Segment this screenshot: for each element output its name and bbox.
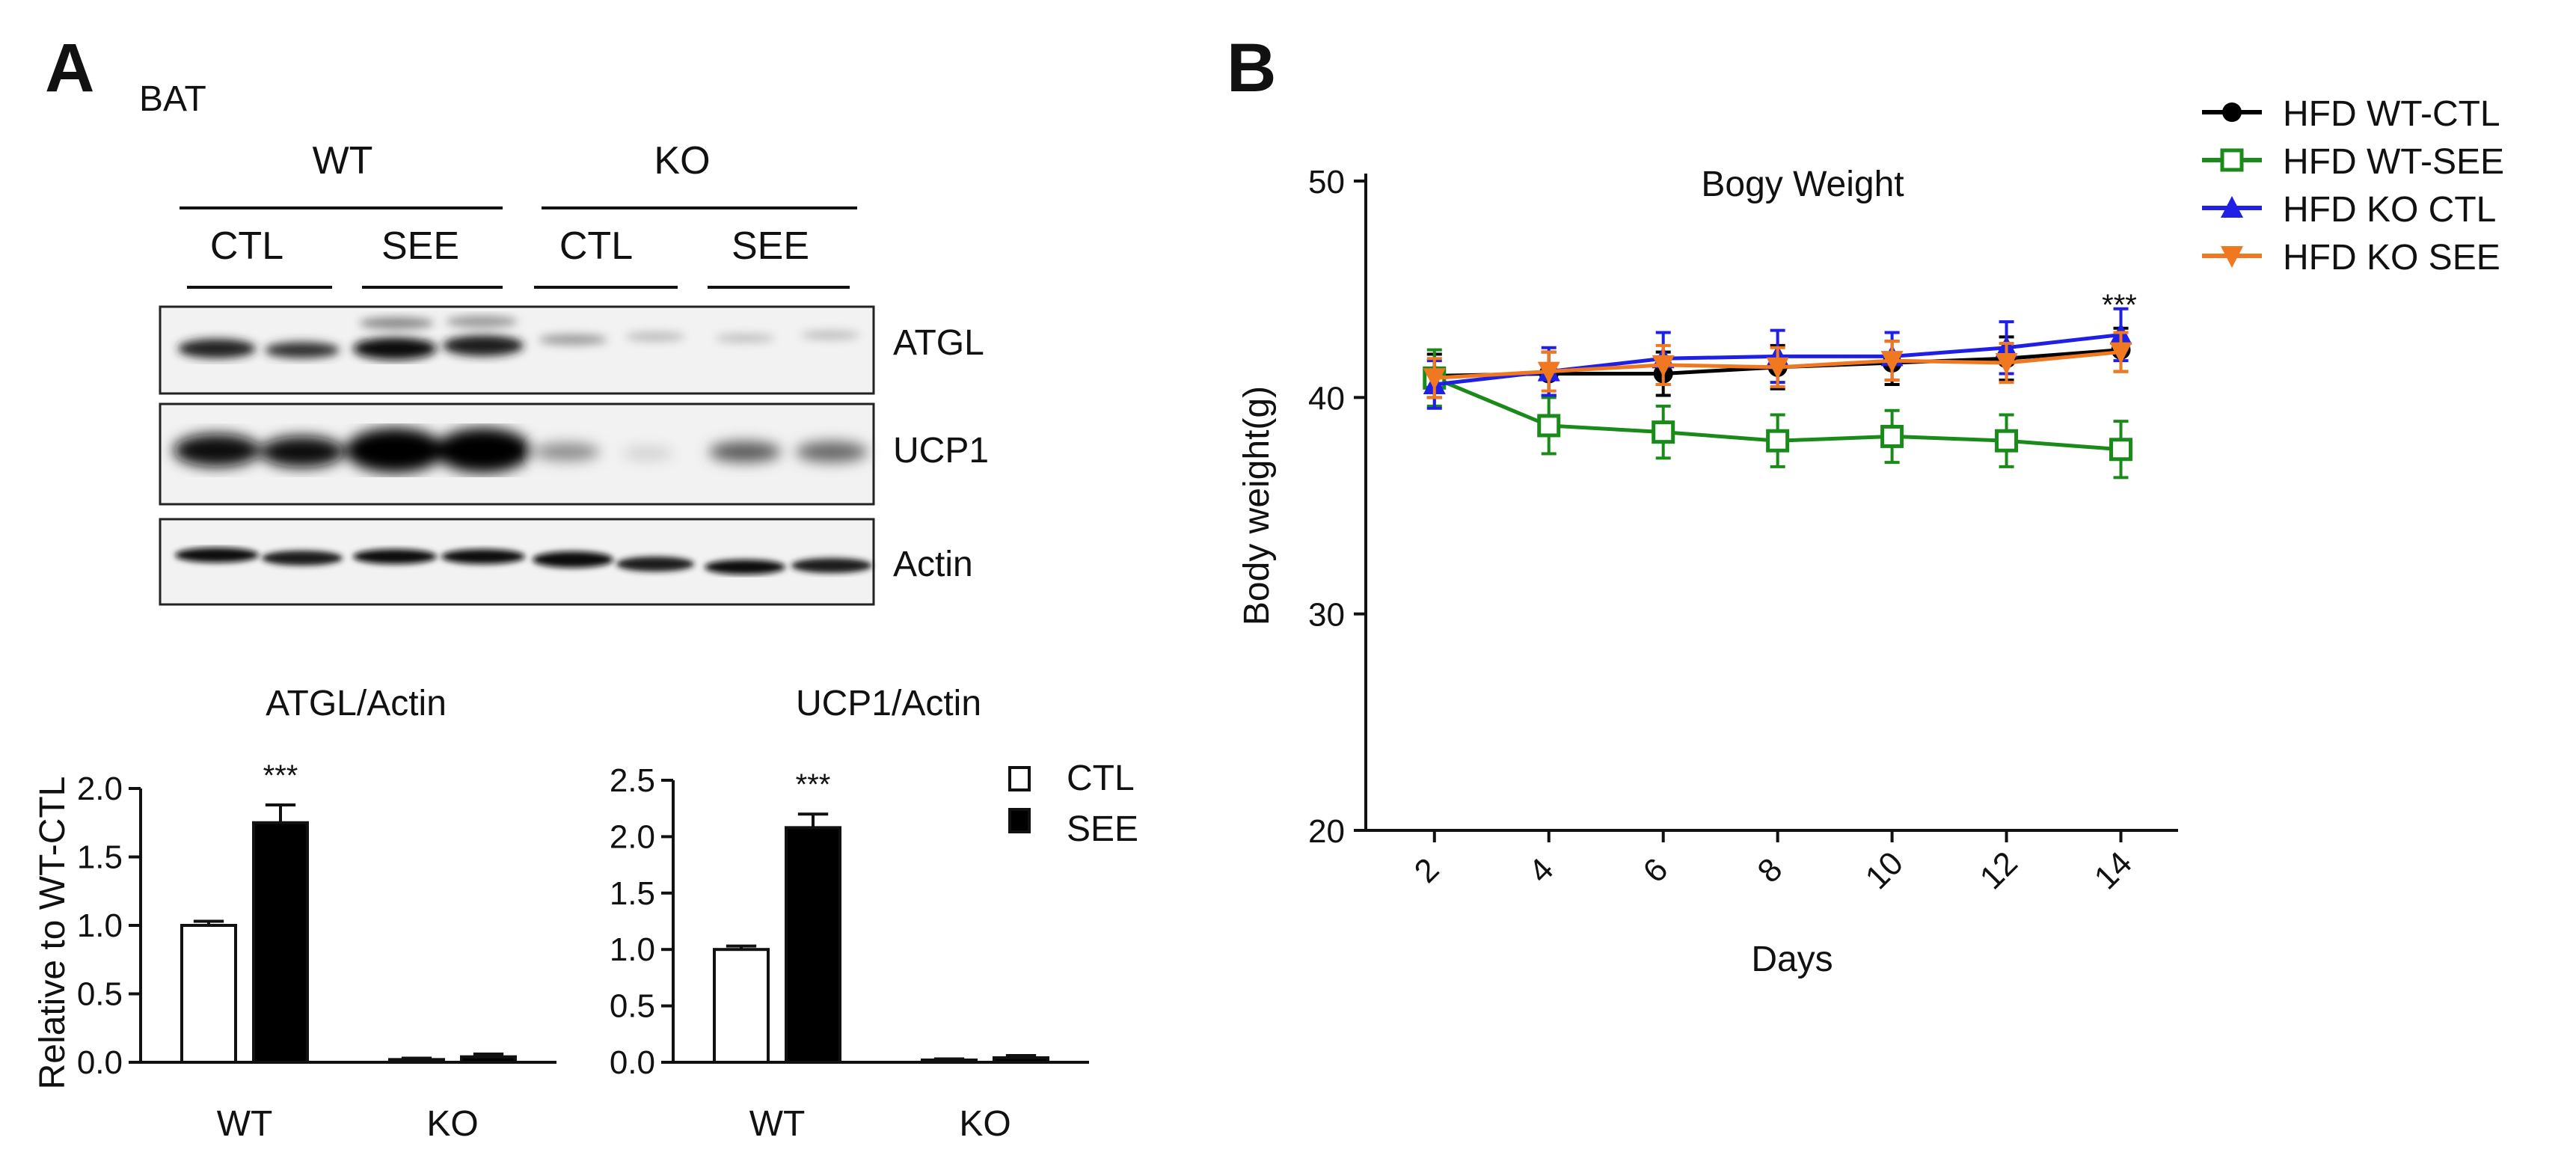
y-tick-label: 0.5 [610, 988, 655, 1025]
y-axis-label: Relative to WT-CTL [33, 777, 73, 1090]
bar-see-wt [252, 821, 309, 1064]
western-blot: A BAT WT KO CTL SEE CTL SEE [45, 30, 989, 606]
panel-a-letter: A [45, 30, 94, 106]
data-point [1537, 414, 1561, 438]
y-tick-label: 50 [1308, 164, 1345, 200]
data-point [1766, 429, 1790, 453]
data-point [1652, 355, 1675, 377]
y-tick-label: 0.0 [610, 1044, 655, 1081]
line-chart-body-weight: Bogy Weight 20 30 40 50 2 4 6 8 10 12 14 Days Body we… [1237, 94, 2504, 979]
chart-title: Bogy Weight [1701, 165, 1904, 204]
bar-ctl-wt [713, 948, 770, 1064]
significance-stars: *** [796, 768, 831, 801]
x-axis-label: Days [1751, 940, 1833, 979]
treatment-label-ko-ctl: CTL [559, 224, 633, 268]
data-point [2109, 438, 2133, 462]
bar-see-ko [460, 1055, 517, 1065]
legend-marker [2222, 102, 2242, 122]
x-tick-label: 6 [1636, 851, 1675, 890]
y-tick-label: 2.0 [77, 771, 123, 807]
x-tick-label: 10 [1859, 845, 1910, 896]
significance-stars: *** [263, 759, 298, 792]
x-tick-label: WT [217, 1104, 273, 1144]
bar-ctl-ko [921, 1058, 978, 1065]
y-tick-label: 0.0 [77, 1044, 123, 1081]
data-point [1423, 368, 1446, 390]
x-tick-label: 12 [1973, 845, 2025, 896]
legend-label: HFD WT-CTL [2283, 94, 2500, 134]
data-point [1880, 351, 1904, 373]
treatment-label-wt-ctl: CTL [210, 224, 283, 268]
x-tick-label: KO [959, 1104, 1011, 1144]
treatment-label-wt-see: SEE [381, 224, 459, 268]
legend-swatch-ctl [1008, 766, 1031, 791]
y-tick-label: 0.5 [77, 976, 123, 1013]
x-tick-label: 4 [1521, 851, 1560, 890]
bar-see-ko [993, 1056, 1049, 1065]
significance-stars: *** [2102, 289, 2137, 322]
genotype-label-ko: KO [654, 139, 710, 183]
bar-ctl-wt [180, 924, 237, 1064]
blot-atgl [159, 305, 875, 395]
chart-title: UCP1/Actin [796, 684, 981, 723]
treatment-label-ko-see: SEE [732, 224, 809, 268]
legend-label: HFD KO SEE [2283, 238, 2500, 278]
data-point [1995, 353, 2018, 376]
y-tick-label: 2.5 [610, 762, 655, 799]
legend-label-ctl: CTL [1067, 759, 1135, 798]
y-tick-label: 1.0 [77, 907, 123, 944]
y-tick-label: 2.0 [610, 818, 655, 855]
data-point [1880, 424, 1904, 448]
series-hfd-ko-see [1423, 331, 2132, 399]
legend-label-see: SEE [1067, 809, 1138, 849]
bar-see-wt [785, 826, 841, 1065]
y-tick-label: 1.5 [610, 875, 655, 912]
x-tick-label: 8 [1750, 851, 1789, 890]
chart-title: ATGL/Actin [266, 684, 447, 723]
data-point [1995, 429, 2019, 453]
legend-marker [2221, 246, 2243, 268]
x-tick-label: 14 [2088, 845, 2139, 896]
data-point [2109, 342, 2132, 364]
genotype-label-wt: WT [313, 139, 373, 183]
legend-swatch-see [1008, 808, 1031, 833]
blot-actin [159, 518, 875, 606]
blot-label-ucp1: UCP1 [893, 431, 989, 471]
y-tick-label: 40 [1308, 380, 1345, 417]
legend-marker [2220, 148, 2244, 172]
y-tick-label: 1.0 [610, 931, 655, 968]
tissue-label: BAT [139, 79, 206, 119]
blot-label-actin: Actin [893, 545, 973, 584]
y-tick-label: 1.5 [77, 839, 123, 876]
data-point [1537, 361, 1560, 384]
legend-label: HFD KO CTL [2283, 190, 2496, 230]
data-point [1766, 357, 1789, 379]
bar-ctl-ko [388, 1058, 445, 1064]
x-tick-label: KO [426, 1104, 478, 1144]
blot-ucp1 [159, 402, 875, 506]
legend-marker [2221, 196, 2243, 218]
data-point [1652, 420, 1675, 444]
bar-legend: CTL SEE [1008, 759, 1138, 849]
legend-label: HFD WT-SEE [2283, 142, 2504, 182]
y-axis-label: Body weight(g) [1237, 386, 1277, 625]
panel-b-letter: B [1227, 30, 1276, 106]
bar-chart-ucp1: UCP1/Actin 0.0 0.5 1.0 1.5 2.0 2.5 WT KO *** [610, 684, 1089, 1144]
x-tick-label: 2 [1408, 851, 1447, 890]
blot-label-atgl: ATGL [893, 323, 984, 363]
y-tick-label: 30 [1308, 597, 1345, 634]
x-tick-label: WT [749, 1104, 806, 1144]
y-tick-label: 20 [1308, 813, 1345, 850]
